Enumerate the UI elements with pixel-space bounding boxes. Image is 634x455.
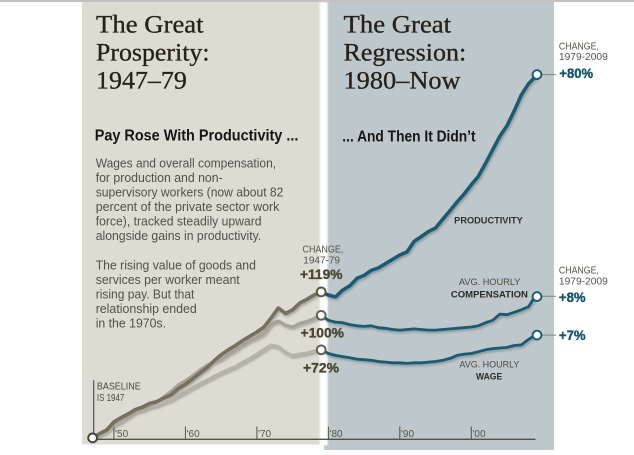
svg-text:rising pay. But that: rising pay. But that — [96, 287, 195, 302]
svg-text:The Great: The Great — [96, 12, 204, 39]
svg-text:1947–79: 1947–79 — [96, 67, 187, 94]
svg-text:AVG. HOURLY: AVG. HOURLY — [459, 277, 521, 287]
svg-text:'90: '90 — [401, 429, 414, 440]
svg-text:IS 1947: IS 1947 — [97, 393, 125, 404]
svg-text:'00: '00 — [472, 429, 485, 440]
svg-text:services per worker meant: services per worker meant — [96, 272, 240, 287]
svg-text:CHANGE,: CHANGE, — [559, 42, 599, 53]
svg-text:Regression:: Regression: — [344, 40, 467, 67]
svg-text:+119%: +119% — [300, 267, 343, 282]
svg-text:BASELINE: BASELINE — [97, 382, 141, 393]
svg-text:+80%: +80% — [559, 66, 593, 81]
svg-text:PRODUCTIVITY: PRODUCTIVITY — [454, 216, 523, 226]
svg-text:+7%: +7% — [559, 328, 586, 343]
svg-text:+72%: +72% — [303, 360, 339, 375]
svg-text:COMPENSATION: COMPENSATION — [451, 289, 528, 299]
svg-text:CHANGE,: CHANGE, — [559, 266, 599, 277]
svg-text:CHANGE,: CHANGE, — [303, 245, 344, 256]
svg-text:+100%: +100% — [301, 326, 345, 341]
svg-text:+8%: +8% — [559, 290, 586, 305]
svg-text:1947-79: 1947-79 — [303, 256, 340, 267]
svg-text:alongside gains in productivit: alongside gains in productivity. — [96, 228, 262, 243]
svg-text:'70: '70 — [258, 429, 271, 440]
svg-text:WAGE: WAGE — [476, 371, 502, 381]
svg-text:The Great: The Great — [344, 12, 452, 39]
svg-text:1979-2009: 1979-2009 — [559, 52, 608, 63]
svg-text:supervisory workers (now about: supervisory workers (now about 82 — [96, 185, 284, 200]
svg-text:1979-2009: 1979-2009 — [559, 277, 608, 288]
svg-text:The rising value of goods and: The rising value of goods and — [96, 257, 256, 272]
svg-text:relationship ended: relationship ended — [96, 301, 197, 316]
svg-text:Pay Rose With Productivity ...: Pay Rose With Productivity ... — [95, 127, 299, 144]
svg-text:in the 1970s.: in the 1970s. — [96, 316, 166, 331]
svg-text:Wages and overall compensation: Wages and overall compensation, — [96, 155, 276, 170]
svg-text:1980–Now: 1980–Now — [344, 67, 461, 94]
svg-text:Prosperity:: Prosperity: — [96, 40, 210, 67]
svg-text:for production and non-: for production and non- — [96, 170, 223, 185]
svg-text:'80: '80 — [330, 429, 343, 440]
svg-text:'50: '50 — [115, 429, 128, 440]
svg-text:'60: '60 — [187, 429, 200, 440]
svg-text:force), tracked steadily upwar: force), tracked steadily upward — [96, 214, 262, 229]
svg-text:... And Then It Didn’t: ... And Then It Didn’t — [342, 128, 475, 145]
svg-text:AVG. HOURLY: AVG. HOURLY — [459, 359, 519, 369]
svg-text:percent of the private sector: percent of the private sector work — [96, 199, 280, 214]
